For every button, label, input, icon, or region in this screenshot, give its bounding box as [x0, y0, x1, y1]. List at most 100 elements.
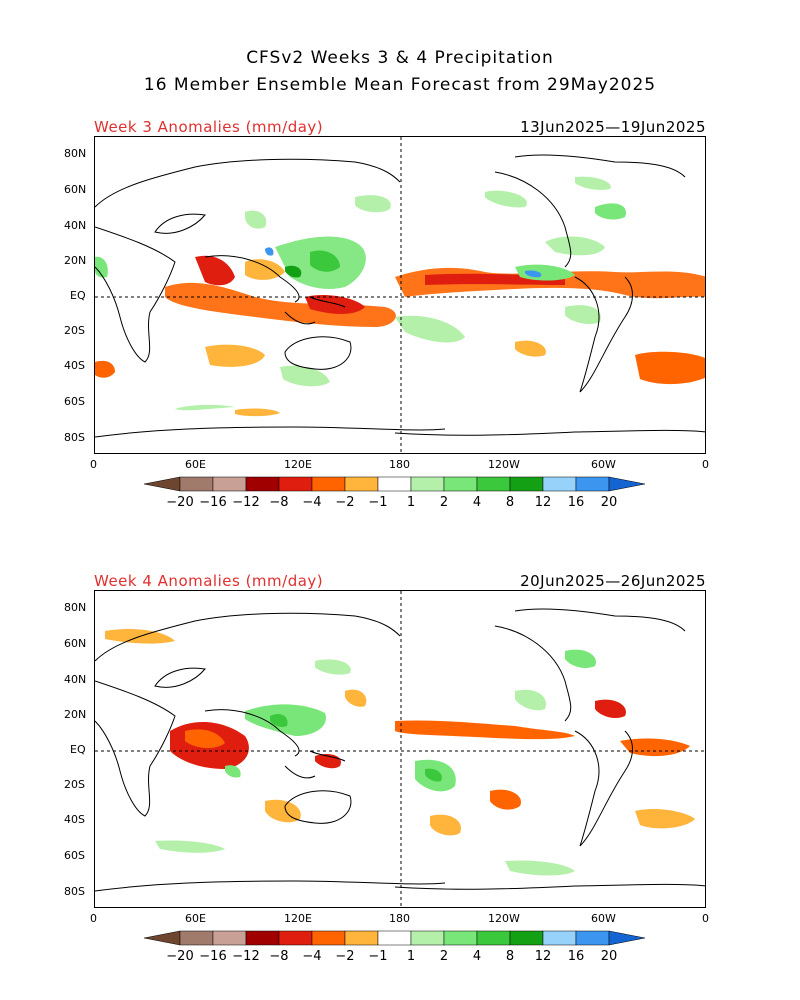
colorbar-label: 4 [473, 949, 481, 964]
lat-label: 40S [64, 813, 85, 826]
colorbar-label: −1 [368, 495, 387, 510]
colorbar-swatch [410, 476, 445, 492]
colorbar-swatch [344, 476, 379, 492]
colorbar-swatch [179, 476, 214, 492]
lon-label: 180 [389, 458, 410, 471]
lon-label: 60W [591, 912, 616, 925]
colorbar-swatch [311, 930, 346, 946]
week4-map [94, 590, 706, 908]
lat-label: EQ [70, 289, 86, 302]
colorbar-label: −16 [199, 949, 226, 964]
colorbar-swatch [509, 476, 544, 492]
colorbar-label: −16 [199, 495, 226, 510]
lat-label: 80N [64, 147, 87, 160]
colorbar-arrow-low [143, 476, 181, 492]
colorbar-swatch [509, 930, 544, 946]
colorbar-label: 8 [506, 495, 514, 510]
lon-label: 180 [389, 912, 410, 925]
week4-coastlines [95, 608, 705, 892]
lon-label: 0 [702, 458, 709, 471]
lat-label: 40N [64, 673, 87, 686]
colorbar-label: 2 [440, 495, 448, 510]
colorbar-swatch [542, 930, 577, 946]
lat-label: 60N [64, 637, 87, 650]
week3-coastlines [95, 154, 705, 438]
colorbar-arrow-high [608, 930, 646, 946]
lon-label: 120W [488, 912, 520, 925]
lat-label: 60S [64, 849, 85, 862]
lon-label: 0 [90, 458, 97, 471]
colorbar-label: −2 [335, 949, 354, 964]
colorbar-label: −20 [166, 495, 193, 510]
colorbar-label: 8 [506, 949, 514, 964]
colorbar-label: 1 [407, 949, 415, 964]
lon-label: 60E [185, 458, 206, 471]
lat-label: 40S [64, 359, 85, 372]
colorbar-label: 16 [568, 949, 585, 964]
colorbar-label: −1 [368, 949, 387, 964]
colorbar-label: −20 [166, 949, 193, 964]
colorbar-swatch [179, 930, 214, 946]
colorbar-swatch [212, 476, 247, 492]
lon-label: 0 [90, 912, 97, 925]
week3-map [94, 136, 706, 454]
lat-label: 20N [64, 254, 87, 267]
lat-label: 20N [64, 708, 87, 721]
colorbar-label: 12 [535, 949, 552, 964]
lon-label: 0 [702, 912, 709, 925]
colorbar-label: 2 [440, 949, 448, 964]
lat-label: 80S [64, 885, 85, 898]
colorbar-swatch [278, 476, 313, 492]
colorbar-label: −4 [302, 495, 321, 510]
colorbar-swatch [443, 930, 478, 946]
week4-anomaly-fields [105, 629, 695, 876]
colorbar-label: 20 [601, 949, 618, 964]
colorbar-label: 4 [473, 495, 481, 510]
colorbar-swatch [476, 476, 511, 492]
week3-anomaly-fields [95, 176, 705, 417]
colorbar-swatch [245, 930, 280, 946]
week4-label: Week 4 Anomalies (mm/day) [94, 572, 324, 590]
lat-label: 80S [64, 431, 85, 444]
colorbar-swatch [476, 930, 511, 946]
colorbar-swatch [575, 476, 610, 492]
colorbar-label: −8 [269, 495, 288, 510]
colorbar-swatch [575, 930, 610, 946]
colorbar-label: −8 [269, 949, 288, 964]
colorbar-label: −2 [335, 495, 354, 510]
colorbar-swatch [377, 476, 412, 492]
colorbar-label: 16 [568, 495, 585, 510]
colorbar-label: 1 [407, 495, 415, 510]
colorbar-swatch [278, 930, 313, 946]
week4-colorbar: −20 −16 −12 −8 −4 −2 −1 1 2 4 8 12 16 20 [143, 930, 646, 964]
lat-label: 20S [64, 324, 85, 337]
lat-label: 40N [64, 219, 87, 232]
colorbar-arrow-low [143, 930, 181, 946]
colorbar-swatch [212, 930, 247, 946]
lat-label: 20S [64, 778, 85, 791]
colorbar-swatch [377, 930, 412, 946]
colorbar-swatch [344, 930, 379, 946]
lat-label: 80N [64, 601, 87, 614]
lat-label: 60S [64, 395, 85, 408]
title-line-2: 16 Member Ensemble Mean Forecast from 29… [143, 75, 657, 95]
colorbar-swatch [245, 476, 280, 492]
colorbar-label: 12 [535, 495, 552, 510]
colorbar-swatch [311, 476, 346, 492]
colorbar-swatch [542, 476, 577, 492]
week4-dates: 20Jun2025—26Jun2025 [520, 572, 706, 590]
colorbar-arrow-high [608, 476, 646, 492]
colorbar-label: −12 [232, 495, 259, 510]
colorbar-swatch [443, 476, 478, 492]
lat-label: EQ [70, 743, 86, 756]
colorbar-label: 20 [601, 495, 618, 510]
lon-label: 120E [284, 912, 312, 925]
lat-label: 60N [64, 183, 87, 196]
week3-dates: 13Jun2025—19Jun2025 [520, 118, 706, 136]
lon-label: 60W [591, 458, 616, 471]
week3-colorbar: −20 −16 −12 −8 −4 −2 −1 1 2 4 8 12 16 20 [143, 476, 646, 510]
colorbar-label: −12 [232, 949, 259, 964]
lon-label: 120W [488, 458, 520, 471]
lon-label: 120E [284, 458, 312, 471]
colorbar-label: −4 [302, 949, 321, 964]
